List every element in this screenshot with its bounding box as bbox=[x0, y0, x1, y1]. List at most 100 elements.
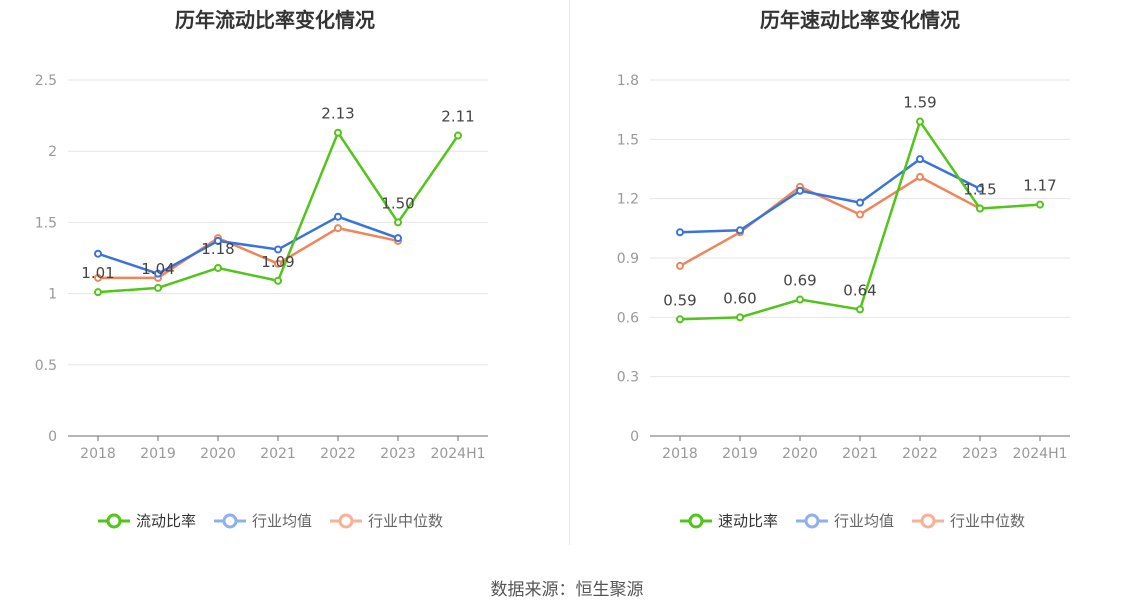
legend-item-median[interactable]: 行业中位数 bbox=[330, 510, 443, 531]
legend-label-primary: 流动比率 bbox=[136, 512, 197, 530]
series-line-1 bbox=[679, 157, 981, 234]
data-label: 0.69 bbox=[783, 272, 816, 290]
series-point-0 bbox=[916, 117, 924, 126]
series-point-1 bbox=[394, 234, 402, 243]
x-tick-label: 2018 bbox=[80, 446, 116, 462]
y-tick-label: 1 bbox=[48, 287, 57, 303]
series-point-0 bbox=[736, 313, 744, 322]
series-point-1 bbox=[736, 226, 744, 235]
series-point-1 bbox=[214, 236, 222, 245]
series-point-0 bbox=[796, 295, 804, 304]
data-label: 1.17 bbox=[1023, 177, 1056, 195]
x-tick-label: 2020 bbox=[200, 446, 236, 462]
legend-item-primary[interactable]: 流动比率 bbox=[98, 510, 196, 531]
chart-title-quick-ratio: 历年速动比率变化情况 bbox=[760, 8, 960, 32]
y-tick-label: 1.8 bbox=[617, 73, 639, 89]
series-point-1 bbox=[856, 198, 864, 207]
x-tick-label: 2022 bbox=[902, 446, 938, 462]
data-label: 1.15 bbox=[963, 181, 996, 199]
y-tick-label: 0.6 bbox=[617, 310, 639, 326]
legend-swatch-avg bbox=[214, 513, 247, 528]
data-label: 1.01 bbox=[81, 264, 114, 282]
series-point-2 bbox=[334, 224, 342, 233]
y-tick-label: 0.3 bbox=[617, 370, 639, 386]
y-tick-label: 1.5 bbox=[35, 215, 57, 231]
series-point-0 bbox=[1036, 200, 1044, 209]
data-label: 1.59 bbox=[903, 94, 936, 112]
legend-label-avg: 行业均值 bbox=[834, 512, 895, 530]
data-label: 1.50 bbox=[381, 194, 414, 212]
series-point-1 bbox=[976, 184, 984, 193]
x-tick-label: 2019 bbox=[722, 446, 758, 462]
data-label: 0.64 bbox=[843, 281, 876, 299]
data-label: 1.18 bbox=[201, 240, 234, 258]
x-tick-label: 2024H1 bbox=[1012, 446, 1067, 462]
y-tick-label: 0.5 bbox=[35, 358, 57, 374]
series-line-2 bbox=[98, 226, 399, 280]
data-source-note: 数据来源：恒生聚源 bbox=[490, 580, 644, 600]
series-point-1 bbox=[796, 186, 804, 195]
series-point-1 bbox=[916, 155, 924, 164]
y-tick-label: 1.5 bbox=[617, 132, 639, 148]
legend-swatch-median bbox=[912, 513, 945, 528]
series-point-0 bbox=[454, 131, 462, 140]
x-tick-label: 2018 bbox=[662, 446, 698, 462]
series-point-0 bbox=[154, 283, 162, 292]
legend-label-median: 行业中位数 bbox=[950, 512, 1026, 530]
x-tick-label: 2024H1 bbox=[430, 446, 485, 462]
legend-current-ratio: 流动比率 行业均值 行业中位数 bbox=[98, 510, 443, 531]
series-point-0 bbox=[94, 288, 102, 297]
legend-item-primary[interactable]: 速动比率 bbox=[680, 510, 778, 531]
series-point-0 bbox=[274, 276, 282, 285]
series-point-1 bbox=[154, 269, 162, 278]
series-point-0 bbox=[856, 305, 864, 314]
series-point-0 bbox=[214, 263, 222, 272]
legend-swatch-avg bbox=[796, 513, 829, 528]
x-tick-label: 2019 bbox=[140, 446, 176, 462]
series-point-0 bbox=[676, 315, 684, 324]
data-label: 1.09 bbox=[261, 253, 294, 271]
series-point-2 bbox=[676, 261, 684, 270]
series-line-1 bbox=[97, 215, 399, 275]
series-point-1 bbox=[676, 228, 684, 237]
legend-swatch-median bbox=[330, 513, 363, 528]
x-tick-label: 2023 bbox=[380, 446, 416, 462]
legend-swatch-primary bbox=[680, 513, 712, 528]
y-tick-label: 2.5 bbox=[35, 73, 57, 89]
y-tick-label: 2 bbox=[48, 144, 57, 160]
y-tick-label: 0 bbox=[630, 429, 639, 445]
series-point-2 bbox=[856, 210, 864, 219]
legend-item-avg[interactable]: 行业均值 bbox=[214, 510, 312, 531]
x-tick-label: 2021 bbox=[260, 446, 296, 462]
legend-item-avg[interactable]: 行业均值 bbox=[796, 510, 894, 531]
y-tick-label: 1.2 bbox=[617, 192, 639, 208]
series-point-2 bbox=[274, 259, 282, 268]
x-tick-label: 2023 bbox=[962, 446, 998, 462]
x-tick-label: 2020 bbox=[782, 446, 818, 462]
data-label: 0.60 bbox=[723, 289, 756, 307]
legend-label-avg: 行业均值 bbox=[252, 512, 313, 530]
series-point-2 bbox=[94, 273, 102, 282]
x-tick-label: 2021 bbox=[842, 446, 878, 462]
chart-divider bbox=[569, 0, 570, 545]
chart-title-current-ratio: 历年流动比率变化情况 bbox=[175, 8, 375, 32]
series-point-1 bbox=[334, 212, 342, 221]
series-point-1 bbox=[94, 249, 102, 258]
series-point-0 bbox=[976, 204, 984, 213]
y-tick-label: 0 bbox=[48, 429, 57, 445]
data-label: 2.11 bbox=[441, 108, 474, 126]
data-label: 0.59 bbox=[663, 291, 696, 309]
series-line-2 bbox=[679, 175, 981, 268]
series-point-2 bbox=[916, 172, 924, 181]
legend-label-primary: 速动比率 bbox=[718, 512, 779, 530]
legend-swatch-primary bbox=[98, 513, 130, 528]
series-point-0 bbox=[394, 218, 402, 227]
legend-item-median[interactable]: 行业中位数 bbox=[912, 510, 1025, 531]
x-tick-label: 2022 bbox=[320, 446, 356, 462]
series-point-0 bbox=[334, 128, 342, 137]
legend-quick-ratio: 速动比率 行业均值 行业中位数 bbox=[680, 510, 1025, 531]
series-point-1 bbox=[274, 245, 282, 254]
legend-label-median: 行业中位数 bbox=[368, 512, 444, 530]
data-label: 1.04 bbox=[141, 260, 174, 278]
